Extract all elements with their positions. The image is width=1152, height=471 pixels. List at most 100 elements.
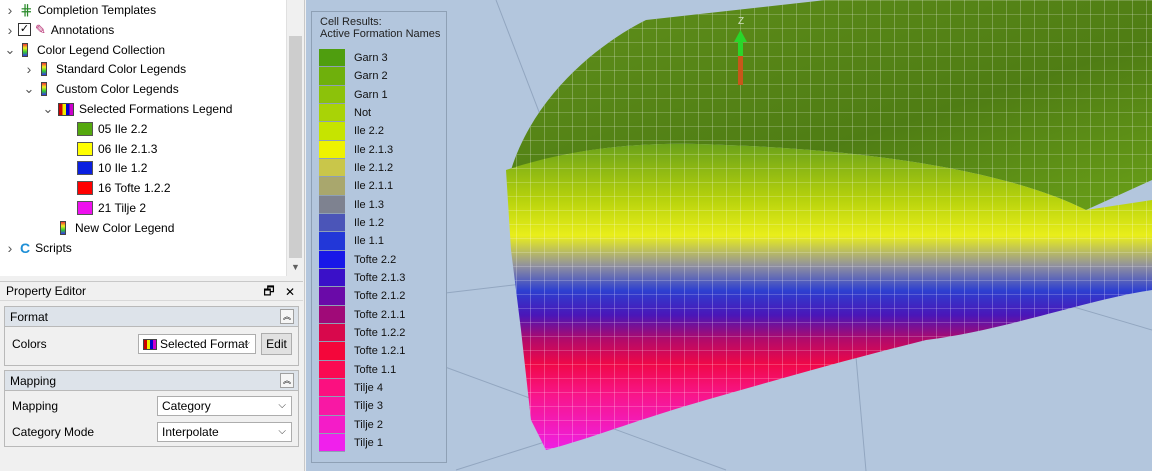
tree-item[interactable]: 05 Ile 2.2 bbox=[61, 119, 147, 139]
3d-view[interactable]: Z bbox=[306, 0, 1152, 471]
expand-arrow-icon[interactable]: › bbox=[7, 21, 13, 38]
expand-arrow-icon[interactable]: › bbox=[7, 239, 13, 256]
legend-label: Tofte 2.1.2 bbox=[354, 290, 406, 303]
color-legend: Cell Results: Active Formation Names Gar… bbox=[311, 11, 447, 463]
tree-item[interactable]: ⌄ Selected Formations Legend bbox=[42, 99, 233, 119]
legend-swatch bbox=[319, 433, 345, 453]
left-panel: › ⋕ Completion Templates › ✓ ✎ Annotations ⌄ Col… bbox=[0, 0, 305, 471]
category-mode-combo[interactable]: Interpolate ⌵ bbox=[157, 422, 292, 442]
legend-swatch bbox=[319, 415, 345, 434]
category-mode-row: Category Mode Interpolate ⌵ bbox=[5, 421, 298, 443]
collapse-chevron-icon[interactable]: ︽ bbox=[280, 309, 294, 324]
tree-item[interactable]: › ✓ ✎ Annotations bbox=[4, 20, 115, 40]
legend-label: Tofte 2.1.3 bbox=[354, 271, 406, 284]
formats-color-icon bbox=[143, 338, 157, 350]
legend-label: Tilje 2 bbox=[354, 418, 383, 431]
legend-swatch bbox=[319, 305, 345, 324]
tree-item[interactable]: New Color Legend bbox=[42, 218, 174, 238]
tree-item[interactable]: 10 Ile 1.2 bbox=[61, 158, 147, 178]
tree-item[interactable]: › ⋕ Completion Templates bbox=[4, 0, 156, 20]
format-group: Format ︽ Colors Selected Format ⌵ Edit bbox=[4, 306, 299, 366]
tree-scrollbar-thumb[interactable] bbox=[289, 36, 302, 258]
tree-item-label: 10 Ile 1.2 bbox=[98, 161, 148, 176]
legend-swatch bbox=[319, 397, 345, 416]
tree-item-label: Standard Color Legends bbox=[56, 62, 187, 77]
tree-spacer bbox=[61, 139, 73, 159]
formation-color-swatch bbox=[77, 141, 93, 156]
expand-arrow-icon[interactable]: › bbox=[7, 2, 13, 18]
legend-swatch bbox=[319, 268, 345, 288]
tree-item-label: 06 Ile 2.1.3 bbox=[98, 141, 158, 156]
chevron-down-icon: ⌵ bbox=[242, 338, 250, 349]
property-editor-header: Property Editor 🗗 ✕ bbox=[0, 281, 303, 301]
tree-scrollbar[interactable]: ▼ bbox=[286, 0, 303, 276]
colors-label: Colors bbox=[12, 337, 47, 351]
legend-swatch bbox=[319, 213, 345, 233]
formation-color-swatch bbox=[77, 121, 93, 136]
tree-item[interactable]: 16 Tofte 1.2.2 bbox=[61, 178, 171, 198]
expand-arrow-icon[interactable]: › bbox=[26, 61, 32, 78]
legend-label: Tilje 3 bbox=[354, 400, 383, 413]
tree-item[interactable]: 06 Ile 2.1.3 bbox=[61, 139, 157, 159]
legend-label: Not bbox=[354, 106, 372, 119]
colors-combo[interactable]: Selected Format ⌵ bbox=[138, 334, 256, 354]
float-panel-icon[interactable]: 🗗 bbox=[263, 283, 275, 298]
legend-label: Tilje 1 bbox=[354, 436, 383, 449]
annotations-checkbox[interactable]: ✓ bbox=[18, 23, 31, 37]
mapping-label: Mapping bbox=[12, 399, 59, 413]
colors-row: Colors Selected Format ⌵ Edit bbox=[5, 333, 298, 355]
edit-button[interactable]: Edit bbox=[261, 333, 292, 355]
collapse-arrow-icon[interactable]: ⌄ bbox=[42, 101, 54, 116]
formations-legend-icon bbox=[58, 102, 74, 116]
category-mode-label: Category Mode bbox=[12, 425, 95, 439]
tree-item[interactable]: › C Scripts bbox=[4, 238, 72, 258]
tree-item-label: New Color Legend bbox=[75, 220, 175, 235]
property-editor-title: Property Editor bbox=[6, 284, 87, 298]
legend-swatch bbox=[319, 140, 345, 159]
legend-title-line1: Cell Results: bbox=[320, 16, 382, 28]
formation-color-swatch bbox=[77, 201, 93, 215]
reservoir-grid-scene[interactable]: Z bbox=[306, 0, 1152, 471]
legend-swatch bbox=[319, 103, 345, 123]
tree-item[interactable]: 21 Tilje 2 bbox=[61, 198, 146, 218]
legend-swatch bbox=[319, 67, 345, 86]
collapse-arrow-icon[interactable]: ⌄ bbox=[4, 41, 16, 57]
color-legend-icon bbox=[41, 62, 47, 77]
legend-swatch bbox=[319, 232, 345, 251]
mapping-group-title: Mapping bbox=[10, 373, 57, 388]
format-group-header[interactable]: Format ︽ bbox=[5, 307, 298, 327]
tree-item[interactable]: ⌄ Color Legend Collection bbox=[4, 40, 165, 60]
legend-label: Ile 1.2 bbox=[354, 216, 384, 229]
tree-item[interactable]: › Standard Color Legends bbox=[23, 59, 186, 79]
tree-item-label: 05 Ile 2.2 bbox=[98, 121, 148, 136]
legend-label: Ile 2.2 bbox=[354, 125, 384, 138]
legend-label: Tofte 2.1.1 bbox=[354, 308, 406, 321]
axis-z-label: Z bbox=[738, 16, 744, 27]
tree-item[interactable]: ⌄ Custom Color Legends bbox=[23, 79, 179, 99]
legend-label: Tofte 1.2.2 bbox=[354, 326, 406, 339]
tree-item-label: Completion Templates bbox=[37, 3, 157, 17]
legend-label: Tofte 1.2.1 bbox=[354, 345, 406, 358]
legend-label: Tofte 2.2 bbox=[354, 253, 397, 266]
annotations-icon: ✎ bbox=[35, 21, 46, 37]
tree-item-label: 21 Tilje 2 bbox=[98, 201, 147, 215]
mapping-group-header[interactable]: Mapping ︽ bbox=[5, 371, 298, 391]
chevron-down-icon: ⌵ bbox=[278, 400, 286, 411]
mapping-combo[interactable]: Category ⌵ bbox=[157, 396, 292, 416]
legend-swatch bbox=[319, 177, 345, 196]
tree-item-label: Color Legend Collection bbox=[37, 42, 166, 57]
legend-swatch bbox=[319, 342, 345, 361]
legend-swatch bbox=[319, 85, 345, 104]
collapse-chevron-icon[interactable]: ︽ bbox=[280, 373, 294, 388]
collapse-arrow-icon[interactable]: ⌄ bbox=[23, 81, 35, 97]
legend-label: Garn 2 bbox=[354, 70, 388, 83]
legend-label: Ile 1.1 bbox=[354, 235, 384, 248]
project-tree[interactable]: › ⋕ Completion Templates › ✓ ✎ Annotations ⌄ Col… bbox=[0, 0, 303, 276]
tree-spacer bbox=[42, 218, 54, 238]
scroll-down-arrow-icon[interactable]: ▼ bbox=[291, 261, 300, 272]
top-surface-grid bbox=[511, 0, 1152, 210]
close-panel-icon[interactable]: ✕ bbox=[284, 285, 296, 299]
tree-item-label: 16 Tofte 1.2.2 bbox=[98, 181, 171, 196]
legend-swatch bbox=[319, 323, 345, 343]
legend-swatch bbox=[319, 158, 345, 178]
